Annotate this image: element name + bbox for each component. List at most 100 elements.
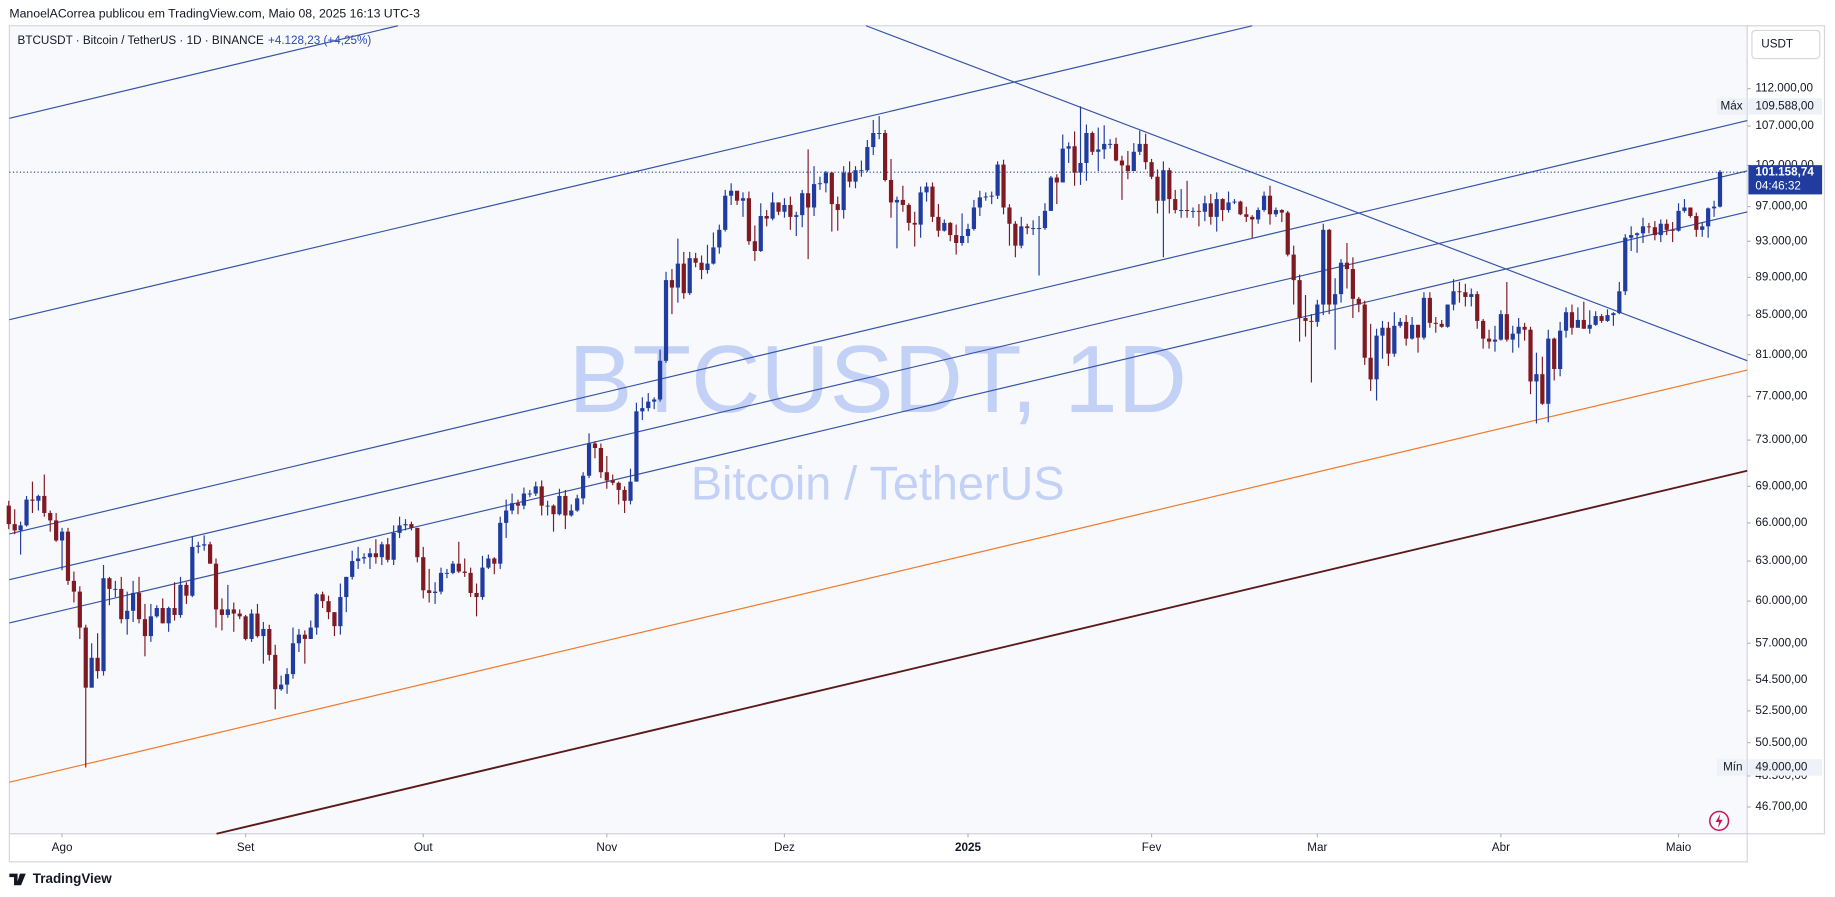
candle-body: [42, 495, 47, 513]
candle-body: [888, 179, 894, 203]
y-tick-label: 107.000,00: [1755, 119, 1814, 132]
candle-body: [948, 222, 953, 236]
candle-body: [1445, 304, 1450, 327]
candle-body: [1131, 151, 1136, 172]
candle-body: [373, 553, 378, 558]
candle-body: [184, 584, 189, 596]
candle-body: [1190, 210, 1196, 212]
candle-body: [125, 610, 130, 620]
min-name: Mín: [1723, 761, 1742, 774]
candle-body: [711, 247, 716, 264]
candle-body: [1102, 143, 1107, 150]
y-tick-label: 81.000,00: [1755, 348, 1807, 361]
alert-icon[interactable]: [1709, 810, 1730, 832]
candle-body: [249, 613, 254, 639]
axis-labels: 112.000,00107.000,00102.000,0097.000,009…: [52, 82, 1823, 854]
candle-body: [1338, 262, 1344, 295]
alert-icon-bolt: [1715, 813, 1723, 828]
candle-body: [1522, 326, 1527, 330]
candle-body: [877, 133, 882, 134]
candle-body: [509, 503, 515, 511]
candle-body: [965, 228, 971, 236]
candle-body: [30, 499, 35, 501]
y-tick-label: 54.500,00: [1755, 673, 1807, 686]
max-name: Máx: [1720, 100, 1742, 113]
time-axis: [8, 833, 1748, 863]
trend-line: [216, 469, 1748, 835]
candle-body: [847, 172, 852, 182]
currency[interactable]: USDT: [1761, 38, 1793, 51]
candle-body: [71, 580, 77, 592]
candle-body: [1652, 227, 1657, 236]
y-tick-label: 66.000,00: [1755, 516, 1807, 529]
candle-body: [409, 524, 414, 528]
candle-body: [468, 572, 473, 593]
min-name-box: [1716, 759, 1747, 776]
candle-body: [350, 561, 355, 577]
candle-body: [1333, 294, 1338, 305]
candle-body: [806, 193, 811, 208]
watermark: BTCUSDT, 1D Bitcoin / TetherUS: [568, 326, 1186, 510]
candle-body: [930, 186, 935, 217]
candle-body: [882, 133, 888, 180]
candle-body: [1469, 294, 1474, 297]
max-value-label: 109.588,00: [1755, 100, 1814, 113]
candle-body: [1646, 226, 1652, 228]
candle-body: [1682, 207, 1687, 211]
candle-body: [77, 591, 82, 628]
candle-body: [480, 567, 485, 598]
candle-body: [391, 532, 396, 560]
candle-body: [545, 505, 550, 507]
candle-body: [853, 170, 858, 182]
candle-body: [332, 612, 337, 627]
candle-body: [1161, 170, 1166, 201]
candle-body: [474, 592, 479, 598]
candle-body: [213, 563, 219, 610]
candle-body: [1486, 338, 1492, 342]
candle-body: [1368, 357, 1373, 380]
candle-body: [1155, 176, 1160, 201]
candle-body: [172, 608, 177, 615]
x-tick-label: 2025: [955, 841, 981, 854]
candle-body: [267, 628, 272, 655]
candle-body: [1451, 291, 1456, 305]
candle-body: [758, 216, 763, 252]
candle-body: [841, 172, 846, 211]
candle-body: [427, 590, 432, 593]
candle-body: [1261, 195, 1267, 211]
candle-body: [835, 204, 840, 211]
currency-box[interactable]: [1751, 29, 1821, 60]
candle-body: [610, 480, 615, 483]
candle-body: [302, 634, 307, 639]
candle-body: [1605, 315, 1610, 321]
candle-body: [1392, 325, 1397, 354]
candle-body: [190, 546, 195, 596]
candle-body: [628, 481, 633, 501]
candle-body: [1481, 320, 1486, 339]
candle-body: [261, 628, 266, 637]
candle-body: [83, 627, 88, 688]
x-tick-label: Fev: [1142, 841, 1162, 854]
y-tick-label: 77.000,00: [1755, 389, 1807, 402]
candle-body: [421, 557, 426, 591]
candle-body: [237, 613, 242, 617]
candle-body: [1309, 320, 1314, 322]
candle-body: [1599, 316, 1604, 321]
candle-body: [1279, 210, 1284, 213]
candle-body: [942, 222, 947, 231]
candle-body: [1409, 324, 1415, 339]
candle-body: [1516, 326, 1521, 334]
candle-body: [1350, 269, 1355, 299]
candle-body: [1706, 208, 1711, 227]
candle-body: [385, 544, 390, 560]
candle-body: [894, 199, 900, 203]
candle-body: [225, 609, 230, 615]
candle-body: [243, 616, 248, 639]
candle-body: [971, 207, 977, 229]
candle-body: [320, 594, 325, 602]
candle-body: [1475, 294, 1480, 321]
candle-body: [344, 576, 349, 598]
candle-body: [527, 493, 532, 495]
candle-body: [1629, 235, 1634, 238]
candle-body: [1676, 210, 1681, 231]
